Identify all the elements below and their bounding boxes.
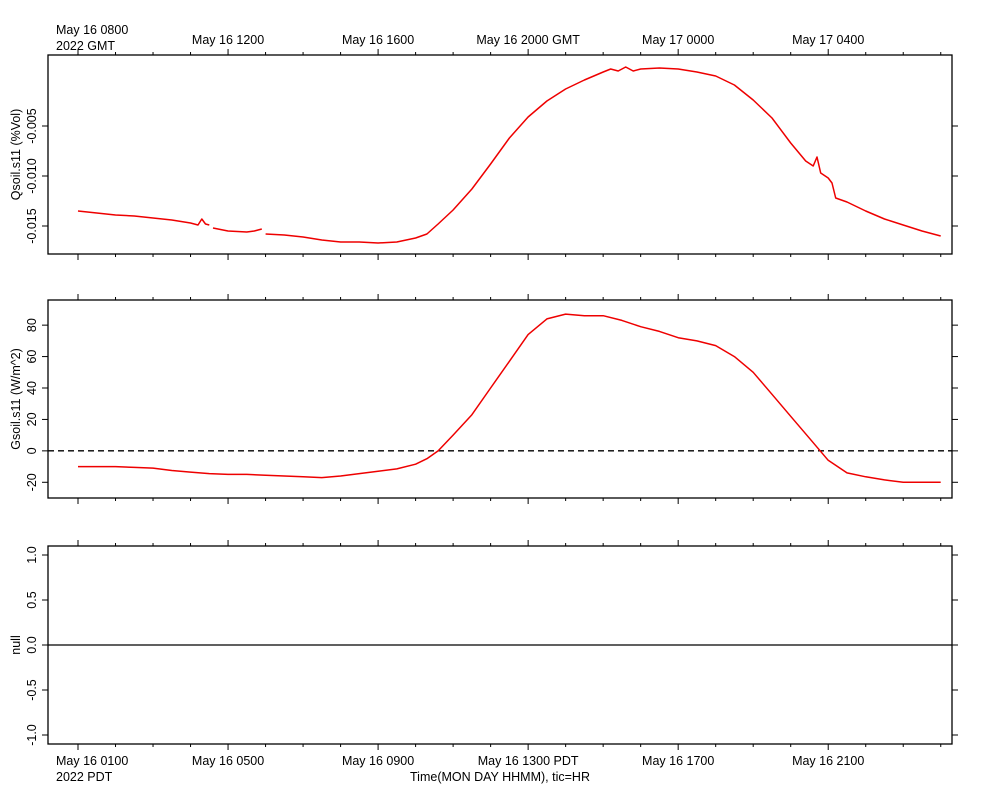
y-tick-label: -0.010 [25, 158, 39, 193]
y-tick-label: 0.0 [25, 636, 39, 653]
qsoil-plot-frame [47, 54, 953, 255]
y-tick-label: 0.5 [25, 591, 39, 608]
panel-null: -1.0 -0.5 0.0 0.5 1.0 null [9, 540, 958, 750]
series-line [77, 66, 941, 244]
y-tick-label: -20 [25, 473, 39, 491]
bottom-axis-tick-label: May 16 1300 PDT [478, 754, 579, 768]
null-ylabel: null [9, 635, 23, 654]
gsoil-ticks: -20 0 20 40 60 80 [25, 294, 958, 504]
top-axis-first-label: May 16 0800 [56, 23, 128, 37]
bottom-axis-tick-label: May 16 0500 [192, 754, 264, 768]
top-axis-tick-label: May 17 0000 [642, 33, 714, 47]
y-tick-label: 0 [25, 447, 39, 454]
series-line [78, 313, 941, 484]
gsoil-ylabel: Gsoil.s11 (W/m^2) [9, 348, 23, 449]
qsoil-series-group [77, 66, 941, 244]
bottom-axis-tick-label: May 16 2100 [792, 754, 864, 768]
y-tick-label: 1.0 [25, 546, 39, 563]
qsoil-ticks: -0.015 -0.010 -0.005 [25, 49, 958, 260]
y-tick-label: -0.005 [25, 108, 39, 143]
top-axis-tick-label: May 16 2000 GMT [476, 33, 580, 47]
bottom-axis-tick-label: May 16 0900 [342, 754, 414, 768]
y-tick-label: 40 [25, 381, 39, 395]
bottom-axis-tick-labels: May 16 0500 May 16 0900 May 16 1300 PDT May… [192, 754, 864, 768]
gsoil-series-group [48, 313, 952, 484]
bottom-axis-tick-label: May 16 1700 [642, 754, 714, 768]
null-ticks: -1.0 -0.5 0.0 0.5 1.0 [25, 540, 958, 750]
top-axis-tick-label: May 16 1600 [342, 33, 414, 47]
bottom-axis-xlabel: Time(MON DAY HHMM), tic=HR [410, 770, 590, 784]
y-tick-label: 20 [25, 412, 39, 426]
y-tick-label: -0.015 [25, 208, 39, 243]
top-axis-tick-labels: May 16 1200 May 16 1600 May 16 2000 GMT May… [192, 33, 864, 47]
gsoil-plot-frame [47, 299, 953, 499]
bottom-axis-first-year-label: 2022 PDT [56, 770, 113, 784]
bottom-axis-first-label: May 16 0100 [56, 754, 128, 768]
y-tick-label: -1.0 [25, 724, 39, 746]
top-axis-tick-label: May 16 1200 [192, 33, 264, 47]
y-tick-label: 60 [25, 350, 39, 364]
y-tick-label: -0.5 [25, 679, 39, 701]
qsoil-ylabel: Qsoil.s11 (%Vol) [9, 109, 23, 200]
top-axis-first-year-label: 2022 GMT [56, 39, 115, 53]
panel-qsoil: -0.015 -0.010 -0.005 Qsoil.s11 (%Vol) [9, 49, 958, 260]
panel-gsoil: -20 0 20 40 60 80 Gsoil.s11 (W/m^2) [9, 294, 958, 504]
top-axis-tick-label: May 17 0400 [792, 33, 864, 47]
y-tick-label: 80 [25, 318, 39, 332]
